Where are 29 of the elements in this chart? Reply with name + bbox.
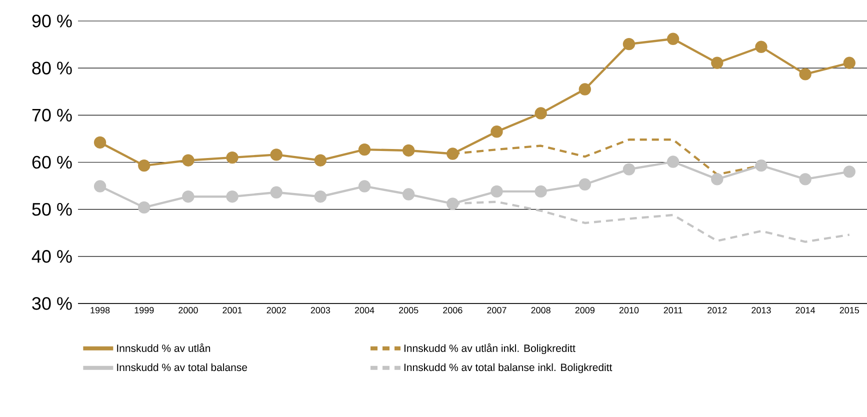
y-tick-label: 80 % bbox=[32, 62, 72, 74]
x-tick-label: 2009 bbox=[575, 307, 594, 314]
x-tick-label: 2008 bbox=[531, 307, 550, 314]
x-tick-label: 2004 bbox=[354, 307, 374, 314]
legend-label: Innskudd % av utlån inkl. Boligkreditt bbox=[404, 343, 576, 354]
y-tick-label: 40 % bbox=[32, 250, 72, 263]
x-tick-label: 2013 bbox=[752, 307, 771, 314]
x-tick-label: 2011 bbox=[664, 307, 682, 314]
y-tick-label: 70 % bbox=[32, 108, 72, 122]
x-tick-label: 2015 bbox=[840, 307, 860, 314]
y-tick-label: 90 % bbox=[32, 14, 72, 28]
legend-label: Innskudd % av total balanse inkl. Boligkreditt bbox=[404, 363, 612, 374]
x-tick-label: 2002 bbox=[266, 307, 286, 314]
y-tick-label: 50 % bbox=[32, 202, 72, 216]
x-tick-label: 2010 bbox=[619, 307, 639, 314]
x-tick-label: 1999 bbox=[134, 307, 154, 314]
x-tick-label: 2007 bbox=[487, 307, 506, 314]
x-tick-label: 2014 bbox=[796, 307, 816, 314]
x-tick-label: 2000 bbox=[178, 307, 198, 314]
y-tick-label: 60 % bbox=[32, 156, 72, 169]
legend-label: Innskudd % av utlån bbox=[117, 343, 210, 352]
x-tick-label: 2003 bbox=[310, 307, 330, 314]
legend-label: Innskudd % av total balanse bbox=[117, 363, 248, 372]
x-tick-label: 2005 bbox=[399, 307, 418, 314]
x-tick-label: 2001 bbox=[222, 307, 242, 314]
x-tick-label: 2012 bbox=[708, 307, 727, 314]
x-tick-label: 1998 bbox=[90, 307, 110, 314]
x-tick-label: 2006 bbox=[443, 307, 462, 314]
y-tick-label: 30 % bbox=[32, 297, 72, 310]
